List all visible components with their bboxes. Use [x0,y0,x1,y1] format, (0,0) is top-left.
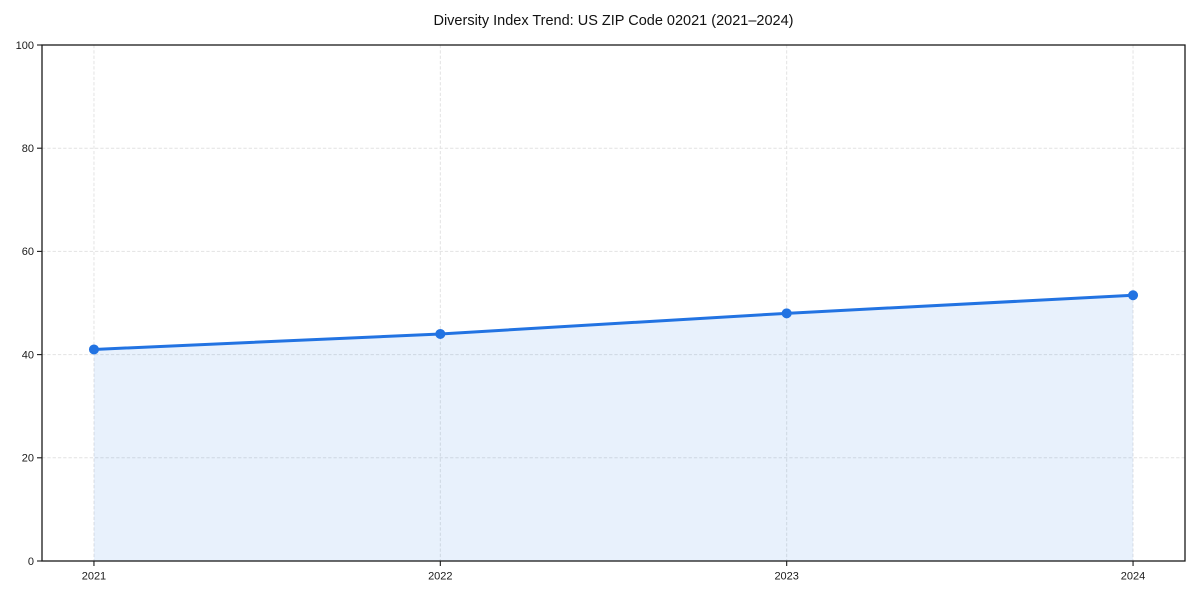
chart-title: Diversity Index Trend: US ZIP Code 02021… [433,13,794,29]
y-axis-tick-label: 40 [22,349,34,361]
data-point-marker [435,328,446,339]
data-point-marker [88,344,99,355]
grid-layer [42,45,1185,561]
x-axis-tick-label: 2022 [428,571,452,583]
line-layer [92,293,1135,351]
x-axis-tick-label: 2023 [774,571,798,583]
x-axis-tick-label: 2024 [1121,571,1145,583]
trend-line [92,293,1135,351]
x-axis-tick-label: 2021 [82,571,106,583]
area-layer [93,295,1134,561]
label-layer: 0 20 40 60 80 100 2021 2022 2023 2024 [16,40,1146,583]
y-axis-tick-label: 0 [28,556,34,568]
marker-layer [88,290,1139,355]
data-point-marker [781,308,792,319]
y-axis-tick-label: 100 [16,40,34,52]
y-axis-tick-label: 60 [22,246,34,258]
data-point-marker [1128,290,1139,301]
y-axis-tick-label: 80 [22,143,34,155]
area-fill [93,295,1134,561]
y-axis-tick-label: 20 [22,453,34,465]
plot-frame [41,44,1186,562]
axis-layer [37,44,1186,566]
